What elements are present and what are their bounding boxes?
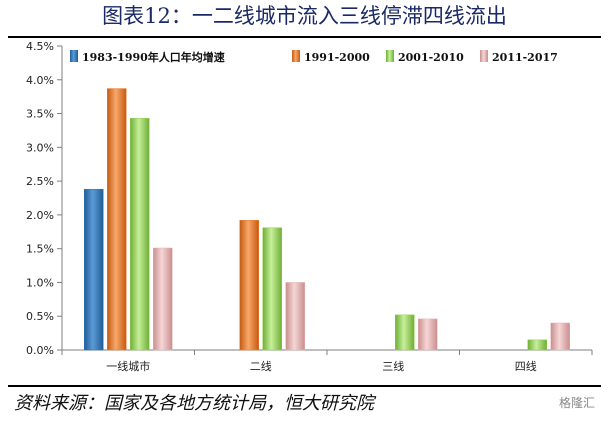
y-tick-label: 3.5% [26,108,54,121]
category-label: 一线城市 [106,359,150,373]
y-tick-label: 1.5% [26,243,54,256]
y-tick-label: 1.0% [26,276,54,289]
category-label: 四线 [515,359,537,373]
y-tick-label: 0.5% [26,310,54,323]
bars [84,88,570,351]
watermark: 格隆汇 [558,396,595,410]
top-rule [8,36,601,38]
axes: 0.0% 0.5% 1.0% 1.5% 2.0% 2.5% 3.0% 3.5% 4.0% 4.5%… [26,40,593,373]
bar [107,88,127,351]
y-tick-label: 2.0% [26,209,54,222]
bar [550,322,570,351]
y-tick-label: 2.5% [26,175,54,188]
legend-label: 2011-2017 [492,51,558,64]
category-label: 二线 [250,359,272,373]
legend-swatch [70,50,78,62]
y-tick-label: 0.0% [26,344,54,357]
bar [130,118,150,351]
bar-chart: 0.0% 0.5% 1.0% 1.5% 2.0% 2.5% 3.0% 3.5% 4.0% 4.5%… [26,40,593,373]
legend-swatch [386,50,394,62]
y-tick-label: 4.0% [26,74,54,87]
y-tick-label: 3.0% [26,141,54,154]
bar [153,247,173,351]
bottom-rule [8,385,601,387]
bar [395,314,415,351]
category-label: 三线 [382,359,404,373]
chart-title: 图表12：一二线城市流入三线停滞四线流出 [102,4,507,28]
legend: 1983-1990年人口年均增速 1991-2000 2001-2010 2011-2… [70,50,558,64]
source-note: 资料来源：国家及各地方统计局，恒大研究院 [14,393,374,414]
legend-label: 1983-1990年人口年均增速 [82,50,225,64]
legend-swatch [292,50,300,62]
legend-label: 1991-2000 [304,51,370,64]
bar [239,220,259,351]
bar [418,318,438,351]
y-tick-label: 4.5% [26,40,54,53]
legend-label: 2001-2010 [398,51,464,64]
bar [262,227,282,351]
legend-swatch [480,50,488,62]
bar [285,282,305,351]
bar [84,188,104,351]
bar [527,339,547,351]
